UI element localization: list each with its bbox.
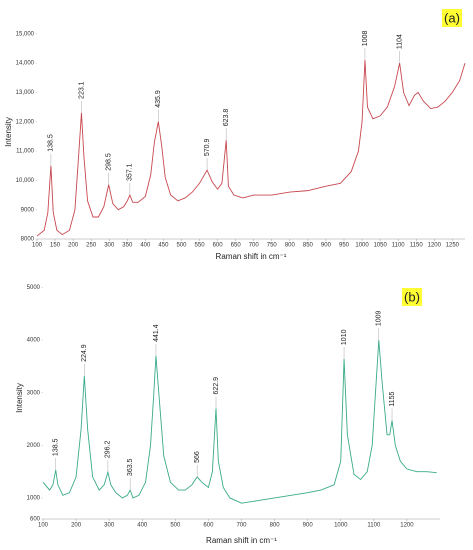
x-tick-label: 100 [32,243,43,249]
y-axis-label: Intensity [4,117,13,147]
peak-label: 363.5 [127,458,134,476]
x-tick-label: 900 [321,243,332,249]
y-tick-label: 4000 [27,338,41,344]
peak-label: 1104 [396,34,403,49]
y-tick-label: 11,000 [16,149,35,155]
x-tick-label: 1050 [373,243,387,249]
x-tick-label: 300 [104,523,115,529]
peak-label: 1008 [362,30,369,46]
x-tick-label: 1100 [392,243,406,249]
x-tick-label: 400 [140,243,151,249]
peak-label: 298.5 [106,153,113,171]
x-tick-label: 900 [303,523,314,529]
x-tick-label: 700 [249,243,260,249]
y-tick-label: 10,000 [16,178,35,184]
peak-label: 1010 [341,329,348,345]
y-tick-label: 12,000 [16,119,35,125]
x-tick-label: 600 [203,523,214,529]
y-axis-label: Intensity [15,383,24,413]
y-tick-label: 5000 [27,285,41,291]
peak-label: 435.9 [155,90,162,108]
x-tick-label: 800 [270,523,281,529]
x-tick-label: 950 [339,243,350,249]
x-tick-label: 200 [71,523,82,529]
peak-label: 357.1 [127,163,134,181]
x-tick-label: 500 [176,243,187,249]
panel-label: (b) [404,289,420,304]
peak-label: 622.9 [213,377,220,395]
x-tick-label: 100 [38,523,49,529]
y-tick-label: 3000 [27,390,41,396]
peak-label: 623.8 [223,109,230,127]
x-tick-label: 1000 [355,243,369,249]
peak-label: 441.4 [153,324,160,342]
peak-label: 138.5 [48,134,55,152]
x-tick-label: 1250 [446,243,460,249]
x-tick-label: 1200 [428,243,442,249]
x-tick-label: 400 [137,523,148,529]
peak-label: 223.1 [78,81,85,99]
panel-label-box [402,288,422,306]
panel-label-box [442,9,462,27]
panel-label: (a) [444,10,460,25]
y-tick-label: 600 [30,517,41,523]
x-tick-label: 600 [213,243,224,249]
x-tick-label: 1000 [334,523,348,529]
spectrum-line [42,340,437,504]
x-tick-label: 750 [267,243,278,249]
peak-label: 296.2 [105,441,112,459]
peak-label: 570.9 [204,138,211,156]
x-tick-label: 300 [104,243,115,249]
peak-label: 1155 [389,391,396,406]
y-tick-label: 8000 [21,237,35,243]
y-tick-label: 14,000 [16,61,35,67]
x-tick-label: 200 [68,243,79,249]
y-tick-label: 2000 [27,443,41,449]
spectrum-line [36,60,466,237]
peak-label: 138.5 [53,438,60,456]
x-tick-label: 150 [50,243,61,249]
x-tick-label: 450 [158,243,169,249]
peak-label: 566 [194,451,201,463]
x-tick-label: 350 [122,243,133,249]
x-tick-label: 700 [236,523,247,529]
x-tick-label: 550 [195,243,206,249]
x-tick-label: 500 [170,523,181,529]
y-tick-label: 13,000 [16,90,35,96]
x-tick-label: 1150 [410,243,424,249]
x-tick-label: 1100 [367,523,381,529]
x-axis-label: Raman shift in cm⁻¹ [216,252,287,261]
x-axis-label: Raman shift in cm⁻¹ [206,536,277,545]
x-tick-label: 850 [303,243,314,249]
x-tick-label: 650 [231,243,242,249]
peak-label: 224.9 [81,344,88,362]
x-tick-label: 250 [86,243,97,249]
y-tick-label: 15,000 [16,31,35,37]
x-tick-label: 1200 [400,523,414,529]
y-tick-label: 1000 [27,496,41,502]
y-tick-label: 9000 [21,207,35,213]
peak-label: 1009 [376,310,383,326]
x-tick-label: 800 [285,243,296,249]
